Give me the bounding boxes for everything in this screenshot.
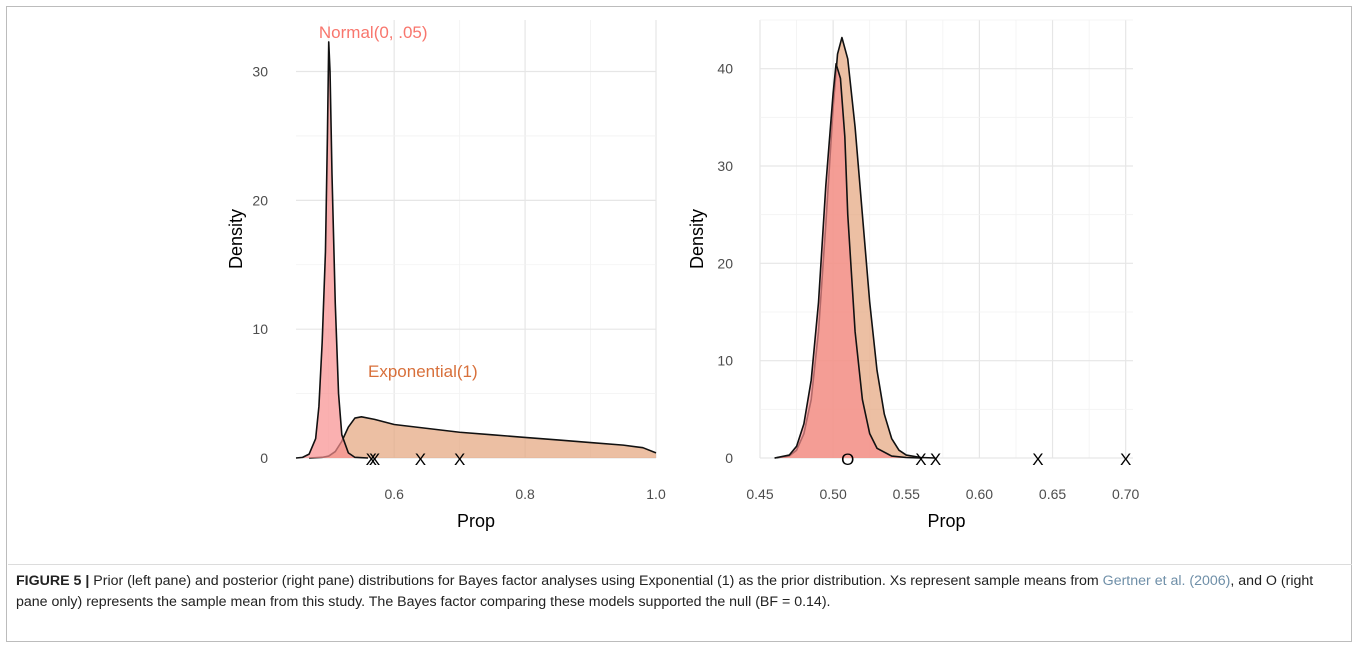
right-x-axis-title: Prop — [927, 511, 965, 531]
right-x-tick-label: 0.70 — [1112, 486, 1139, 502]
right-x-tick-label: 0.60 — [966, 486, 993, 502]
right-y-tick-label: 20 — [717, 255, 733, 271]
right-sample-mean-marker: X — [930, 450, 941, 469]
right-sample-mean-marker: X — [915, 450, 926, 469]
figure-label: FIGURE 5 | — [16, 573, 90, 589]
left-y-tick-label: 10 — [252, 321, 268, 337]
caption-divider — [8, 564, 1352, 565]
left-x-axis-title: Prop — [457, 511, 495, 531]
right-pane-plot: 0.45 0.50 0.55 0.60 0.65 0.70 0 10 20 30 40 Prop Den… — [687, 19, 1140, 531]
right-y-axis-title: Density — [687, 209, 707, 269]
left-sample-mean-marker: X — [415, 450, 426, 469]
caption-text-2: , and O (right pane only) represents the… — [16, 573, 1314, 610]
right-x-tick-label: 0.65 — [1039, 486, 1066, 502]
left-y-axis-title: Density — [226, 209, 246, 269]
caption-citation-link[interactable]: Gertner et al. (2006) — [1102, 573, 1231, 589]
left-sample-mean-marker: X — [366, 450, 377, 469]
right-x-tick-label: 0.55 — [893, 486, 920, 502]
left-density-normal-0-05-fill — [296, 41, 368, 459]
left-x-tick-label: 1.0 — [646, 486, 666, 502]
right-density-exponential-1-fill — [774, 37, 936, 459]
left-x-tick-label: 0.8 — [515, 486, 535, 502]
left-sample-mean-marker: X — [454, 450, 465, 469]
figure-frame — [6, 6, 1352, 642]
left-density-normal-0-05-outline — [295, 41, 369, 459]
right-sample-mean-marker: X — [1120, 450, 1131, 469]
left-annotation-normal-0-05: Normal(0, .05) — [319, 23, 428, 42]
right-density-normal-0-05-outline — [774, 63, 921, 459]
right-y-tick-label: 40 — [717, 61, 733, 77]
right-y-tick-label: 0 — [725, 450, 733, 466]
right-y-tick-label: 30 — [717, 158, 733, 174]
left-density-exponential-1-fill — [309, 416, 656, 458]
right-sample-mean-marker: X — [1032, 450, 1043, 469]
left-sample-mean-marker: X — [369, 450, 380, 469]
right-density-normal-0-05-fill — [774, 63, 921, 459]
left-x-tick-label: 0.6 — [384, 486, 404, 502]
figure-caption: FIGURE 5 | Prior (left pane) and posteri… — [16, 571, 1341, 613]
right-y-tick-label: 10 — [717, 353, 733, 369]
left-y-tick-label: 0 — [260, 450, 268, 466]
caption-text-1: Prior (left pane) and posterior (right p… — [89, 573, 1103, 589]
left-y-tick-label: 20 — [252, 192, 268, 208]
right-x-tick-label: 0.50 — [820, 486, 847, 502]
left-y-tick-label: 30 — [252, 64, 268, 80]
left-annotation-exponential-1: Exponential(1) — [368, 362, 478, 381]
right-x-tick-label: 0.45 — [746, 486, 773, 502]
right-study-mean-marker: O — [841, 450, 854, 469]
